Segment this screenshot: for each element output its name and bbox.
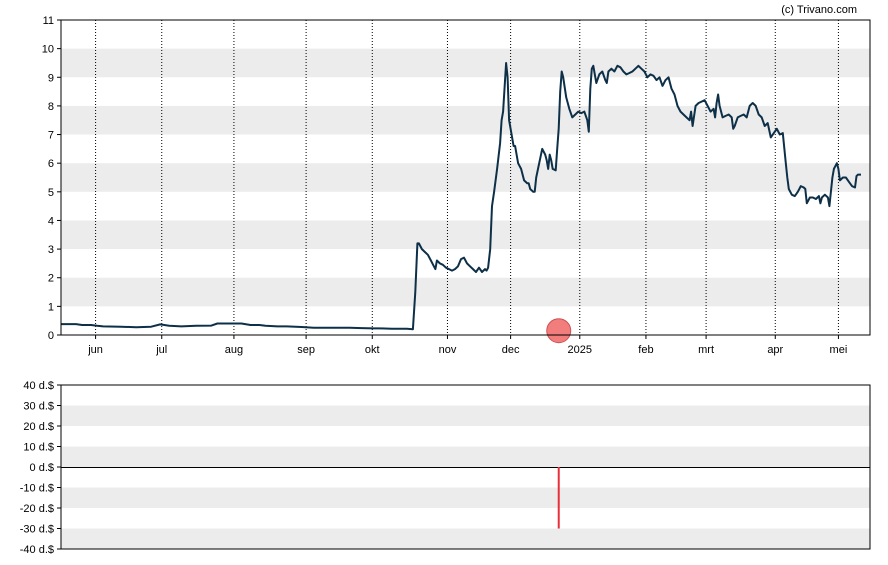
price-chart-x-tick-label: 2025 bbox=[568, 344, 592, 356]
price-chart-y-tick-label: 11 bbox=[43, 15, 54, 27]
price-chart-x-axis: jun jul aug sep okt nov dec 2025 feb mrt apr mei bbox=[87, 335, 847, 356]
price-chart-y-tick-label: 5 bbox=[48, 187, 54, 199]
price-chart: 0 1 2 3 4 5 6 7 8 9 10 11 jun jul aug sep okt nov dec 2025… bbox=[42, 15, 871, 356]
price-chart-y-tick-label: 4 bbox=[48, 215, 54, 227]
price-chart-x-tick-label: aug bbox=[225, 344, 243, 356]
volume-chart-band bbox=[61, 528, 870, 549]
price-chart-y-tick-label: 2 bbox=[48, 273, 54, 285]
volume-chart-y-tick-label: 40 d.$ bbox=[23, 380, 54, 392]
volume-chart-y-tick-label: 30 d.$ bbox=[23, 401, 54, 413]
price-series-line bbox=[61, 62, 861, 331]
price-chart-frame bbox=[60, 19, 871, 336]
price-chart-y-tick-label: 10 bbox=[42, 44, 54, 56]
price-chart-y-tick-label: 0 bbox=[48, 330, 54, 342]
volume-chart-bands bbox=[61, 405, 870, 549]
volume-chart-y-tick-label: 10 d.$ bbox=[23, 442, 54, 454]
volume-chart-y-tick-label: -10 d.$ bbox=[20, 483, 54, 495]
price-chart-y-tick-label: 1 bbox=[48, 301, 54, 313]
volume-chart-band bbox=[61, 405, 870, 426]
volume-chart-y-tick-label: 20 d.$ bbox=[23, 421, 54, 433]
price-chart-x-tick-label: apr bbox=[767, 344, 783, 356]
price-chart-x-tick-label: dec bbox=[502, 344, 520, 356]
price-chart-y-axis: 0 1 2 3 4 5 6 7 8 9 10 11 bbox=[42, 15, 61, 342]
volume-chart-y-tick-label: -40 d.$ bbox=[20, 544, 54, 556]
price-chart-x-tick-label: mei bbox=[830, 344, 848, 356]
price-chart-x-tick-label: feb bbox=[638, 344, 653, 356]
price-chart-band bbox=[61, 220, 870, 250]
price-chart-x-tick-label: jul bbox=[155, 344, 167, 356]
volume-chart-y-tick-label: -30 d.$ bbox=[20, 524, 54, 536]
price-chart-series bbox=[61, 62, 861, 331]
price-chart-band bbox=[61, 163, 870, 192]
price-chart-band bbox=[61, 48, 870, 78]
credit-label: (c) Trivano.com bbox=[781, 4, 857, 16]
price-chart-x-tick-label: jun bbox=[87, 344, 103, 356]
volume-chart-y-tick-label: 0 d.$ bbox=[30, 462, 54, 474]
price-chart-y-tick-label: 6 bbox=[48, 158, 54, 170]
price-chart-x-tick-label: sep bbox=[297, 344, 315, 356]
volume-chart-y-tick-label: -20 d.$ bbox=[20, 503, 54, 515]
price-chart-bands bbox=[61, 48, 870, 307]
price-chart-x-tick-label: mrt bbox=[698, 344, 714, 356]
volume-chart-band bbox=[61, 446, 870, 467]
volume-chart-band bbox=[61, 487, 870, 508]
price-chart-y-tick-label: 8 bbox=[48, 101, 54, 113]
price-chart-x-tick-label: nov bbox=[439, 344, 457, 356]
event-marker-icon bbox=[546, 318, 572, 344]
price-chart-band bbox=[61, 277, 870, 307]
price-chart-marker bbox=[546, 318, 572, 344]
price-chart-y-tick-label: 7 bbox=[48, 130, 54, 142]
price-chart-y-tick-label: 3 bbox=[48, 244, 54, 256]
volume-chart: 40 d.$ 30 d.$ 20 d.$ 10 d.$ 0 d.$ -10 d.$ -20 … bbox=[20, 380, 871, 556]
volume-chart-y-axis: 40 d.$ 30 d.$ 20 d.$ 10 d.$ 0 d.$ -10 d.$ -20 … bbox=[20, 380, 61, 556]
price-chart-x-tick-label: okt bbox=[365, 344, 380, 356]
price-chart-y-tick-label: 9 bbox=[48, 72, 54, 84]
price-chart-band bbox=[61, 105, 870, 135]
